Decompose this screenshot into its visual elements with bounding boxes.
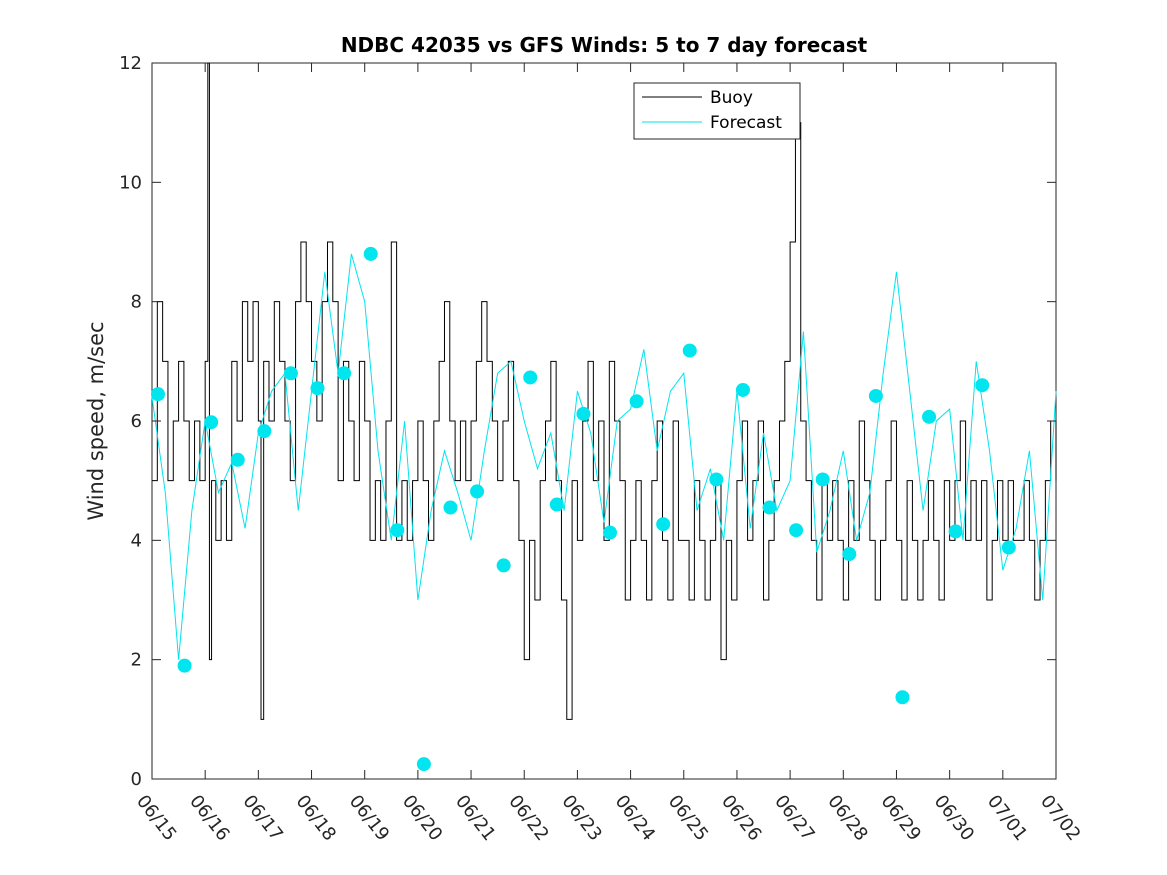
forecast-marker bbox=[868, 388, 883, 403]
y-tick-label: 10 bbox=[119, 172, 142, 193]
plot-area bbox=[151, 62, 1057, 780]
forecast-marker bbox=[177, 658, 192, 673]
axis-ticks bbox=[151, 62, 1057, 780]
legend: Buoy Forecast bbox=[633, 82, 801, 140]
forecast-marker bbox=[416, 757, 431, 772]
forecast-marker bbox=[151, 387, 165, 402]
y-tick-label: 2 bbox=[131, 650, 142, 671]
forecast-marker bbox=[922, 409, 937, 424]
forecast-marker bbox=[682, 343, 697, 358]
forecast-marker bbox=[363, 246, 378, 261]
forecast-marker bbox=[310, 381, 325, 396]
forecast-marker bbox=[629, 394, 644, 409]
y-tick-label: 0 bbox=[131, 769, 142, 790]
y-tick-label: 8 bbox=[131, 292, 142, 313]
legend-forecast-label: Forecast bbox=[710, 113, 782, 133]
forecast-marker bbox=[390, 523, 405, 538]
y-tick-label: 6 bbox=[131, 411, 142, 432]
forecast-marker bbox=[815, 472, 830, 487]
forecast-marker bbox=[656, 517, 671, 532]
forecast-marker bbox=[443, 500, 458, 515]
forecast-marker-layer bbox=[151, 246, 1016, 772]
legend-buoy-label: Buoy bbox=[710, 88, 753, 108]
forecast-marker bbox=[204, 415, 219, 430]
forecast-marker bbox=[496, 558, 511, 573]
forecast-marker bbox=[1001, 540, 1016, 555]
forecast-marker bbox=[762, 500, 777, 515]
buoy-series-layer bbox=[152, 62, 1057, 720]
y-tick-label: 12 bbox=[119, 53, 142, 74]
forecast-marker bbox=[470, 484, 485, 499]
forecast-marker bbox=[257, 424, 272, 439]
forecast-marker bbox=[735, 382, 750, 397]
forecast-marker bbox=[789, 523, 804, 538]
chart-title: NDBC 42035 vs GFS Winds: 5 to 7 day fore… bbox=[341, 33, 868, 57]
forecast-marker bbox=[283, 366, 298, 381]
forecast-series-layer bbox=[151, 253, 1057, 660]
forecast-marker bbox=[709, 472, 724, 487]
legend-box bbox=[633, 82, 801, 140]
forecast-line bbox=[151, 253, 1057, 660]
buoy-line bbox=[152, 62, 1057, 720]
forecast-marker bbox=[895, 690, 910, 705]
forecast-marker bbox=[337, 366, 352, 381]
forecast-marker bbox=[230, 452, 245, 467]
forecast-marker bbox=[523, 370, 538, 385]
forecast-marker bbox=[948, 524, 963, 539]
forecast-marker bbox=[549, 497, 564, 512]
forecast-marker bbox=[842, 547, 857, 562]
y-axis-label: Wind speed, m/sec bbox=[84, 321, 108, 520]
y-tick-label: 4 bbox=[131, 530, 142, 551]
forecast-marker bbox=[576, 406, 591, 421]
forecast-marker bbox=[603, 525, 617, 540]
forecast-marker bbox=[975, 378, 990, 393]
